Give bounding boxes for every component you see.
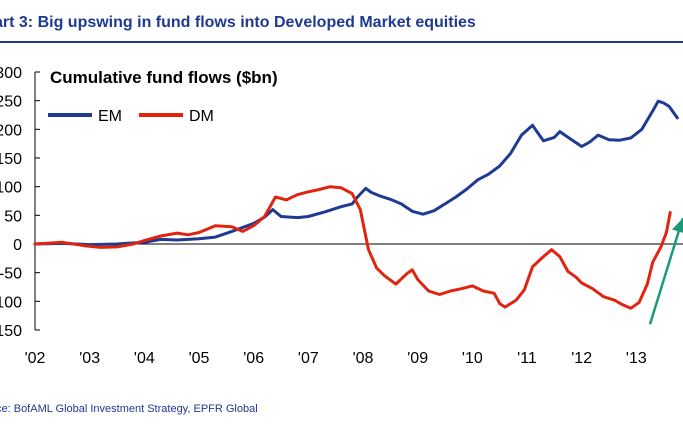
x-tick-label: '11 bbox=[517, 350, 537, 367]
arrow-shaft bbox=[648, 217, 683, 325]
series-line-em bbox=[33, 99, 679, 247]
plot-title: Cumulative fund flows ($bn) bbox=[50, 68, 278, 87]
y-tick-label: -150 bbox=[0, 323, 22, 340]
x-tick-label: '10 bbox=[462, 350, 483, 367]
legend: EM DM bbox=[48, 108, 214, 125]
x-tick-label: '05 bbox=[189, 350, 210, 367]
x-tick-label: '07 bbox=[298, 350, 319, 367]
arrow-head bbox=[671, 218, 683, 233]
series-layer bbox=[33, 99, 679, 310]
x-tick-label: '09 bbox=[407, 350, 428, 367]
y-tick-label: -50 bbox=[0, 266, 22, 283]
y-axis: 300 250 200 150 100 50 0 -50 -100 -150 bbox=[0, 65, 40, 340]
y-tick-label: 150 bbox=[0, 151, 22, 168]
y-tick-label: 200 bbox=[0, 122, 22, 139]
y-tick-label: 0 bbox=[13, 237, 22, 254]
x-tick-label: '04 bbox=[134, 350, 155, 367]
legend-item-em: EM bbox=[48, 108, 122, 125]
series-line-dm bbox=[33, 185, 672, 310]
source-note: ce: BofAML Global Investment Strategy, E… bbox=[0, 403, 258, 415]
x-tick-label: '08 bbox=[353, 350, 374, 367]
annotation-layer bbox=[648, 217, 683, 325]
y-tick-label: 50 bbox=[4, 208, 22, 225]
x-tick-label: '13 bbox=[626, 350, 647, 367]
chart-title: art 3: Big upswing in fund flows into De… bbox=[0, 14, 476, 31]
y-tick-label: 100 bbox=[0, 180, 22, 197]
legend-label: DM bbox=[189, 108, 214, 125]
x-tick-label: '06 bbox=[243, 350, 264, 367]
legend-label: EM bbox=[98, 108, 122, 125]
x-tick-label: '02 bbox=[25, 350, 46, 367]
x-tick-label: '03 bbox=[79, 350, 100, 367]
x-tick-label: '12 bbox=[571, 350, 592, 367]
title-divider bbox=[0, 41, 683, 43]
y-tick-label: 250 bbox=[0, 94, 22, 111]
x-axis: '02'03'04'05'06'07'08'09'10'11'12'13'1 bbox=[25, 243, 683, 367]
y-tick-label: -100 bbox=[0, 294, 22, 311]
legend-item-dm: DM bbox=[139, 108, 214, 125]
y-tick-label: 300 bbox=[0, 65, 22, 82]
